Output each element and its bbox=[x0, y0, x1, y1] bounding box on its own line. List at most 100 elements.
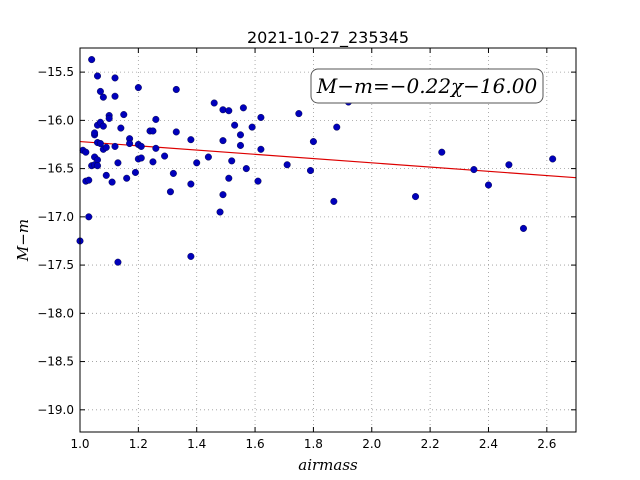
data-point bbox=[149, 158, 157, 166]
y-tick-label: −19.0 bbox=[37, 403, 74, 417]
data-point bbox=[306, 167, 314, 175]
y-tick-label: −16.5 bbox=[37, 162, 74, 176]
x-tick-label: 2.4 bbox=[479, 437, 498, 451]
data-point bbox=[254, 177, 262, 185]
grid-lines bbox=[79, 48, 576, 432]
data-point bbox=[102, 143, 110, 151]
data-point bbox=[152, 115, 160, 123]
data-point bbox=[111, 74, 119, 82]
data-point bbox=[236, 141, 244, 149]
data-point bbox=[505, 161, 513, 169]
data-point bbox=[91, 129, 99, 137]
data-point bbox=[161, 152, 169, 160]
data-point bbox=[225, 174, 233, 182]
data-point bbox=[99, 93, 107, 101]
data-point bbox=[210, 99, 218, 107]
data-point bbox=[549, 155, 557, 163]
axis-ticks: 1.0 1.2 1.4 1.6 1.8 2.0 2.2 2.4 2.6 −15.5 −16.0 −16… bbox=[37, 48, 576, 451]
x-tick-label: 2.2 bbox=[421, 437, 440, 451]
data-point bbox=[149, 127, 157, 135]
data-point bbox=[85, 176, 93, 184]
data-point bbox=[484, 181, 492, 189]
x-tick-label: 1.6 bbox=[246, 437, 265, 451]
data-point bbox=[204, 153, 212, 161]
data-point bbox=[257, 113, 265, 121]
fit-equation: M−m=−0.22χ−16.00 bbox=[316, 74, 538, 98]
data-point bbox=[169, 169, 177, 177]
data-point bbox=[519, 224, 527, 232]
chart-title: 2021-10-27_235345 bbox=[247, 28, 409, 48]
data-point bbox=[94, 72, 102, 80]
data-point bbox=[82, 148, 90, 156]
data-point bbox=[219, 137, 227, 145]
data-point bbox=[228, 157, 236, 165]
data-point bbox=[333, 123, 341, 131]
equation-box-frame bbox=[310, 68, 544, 104]
data-point bbox=[102, 171, 110, 179]
data-point bbox=[108, 178, 116, 186]
data-point bbox=[166, 188, 174, 196]
plot-frame bbox=[79, 47, 577, 433]
data-point bbox=[120, 111, 128, 119]
data-point bbox=[193, 159, 201, 167]
x-tick-label: 1.8 bbox=[304, 437, 323, 451]
data-point bbox=[96, 140, 104, 148]
x-tick-label: 1.4 bbox=[187, 437, 206, 451]
data-point bbox=[438, 148, 446, 156]
x-tick-label: 2.6 bbox=[537, 437, 556, 451]
y-tick-label: −16.0 bbox=[37, 113, 74, 127]
data-point bbox=[134, 84, 142, 92]
y-tick-label: −18.0 bbox=[37, 306, 74, 320]
data-point bbox=[187, 252, 195, 260]
data-point bbox=[137, 142, 145, 150]
data-point bbox=[295, 110, 303, 118]
data-point bbox=[187, 180, 195, 188]
data-point bbox=[99, 122, 107, 130]
data-point bbox=[283, 161, 291, 169]
y-tick-label: −18.5 bbox=[37, 355, 74, 369]
data-point bbox=[114, 258, 122, 266]
data-point bbox=[172, 128, 180, 136]
data-point bbox=[85, 213, 93, 221]
y-tick-label: −17.0 bbox=[37, 210, 74, 224]
y-axis-label: M−m bbox=[14, 219, 32, 262]
data-point bbox=[239, 104, 247, 112]
data-point bbox=[126, 140, 134, 148]
data-point bbox=[117, 124, 125, 132]
data-point bbox=[225, 107, 233, 115]
data-point bbox=[309, 138, 317, 146]
fit-line bbox=[79, 140, 577, 179]
data-point bbox=[412, 193, 420, 201]
fit-line-group bbox=[79, 140, 577, 179]
data-point bbox=[172, 85, 180, 93]
data-point bbox=[216, 208, 224, 216]
y-tick-label: −17.5 bbox=[37, 258, 74, 272]
data-point bbox=[236, 131, 244, 139]
equation-box: M−m=−0.22χ−16.00 bbox=[310, 68, 544, 104]
data-point bbox=[248, 123, 256, 131]
data-point bbox=[96, 87, 104, 95]
data-point bbox=[470, 166, 478, 174]
data-point bbox=[242, 165, 250, 173]
data-point bbox=[231, 121, 239, 129]
y-tick-label: −15.5 bbox=[37, 65, 74, 79]
data-point bbox=[105, 114, 113, 122]
data-point bbox=[330, 197, 338, 205]
x-axis-label: airmass bbox=[298, 456, 358, 474]
data-point bbox=[219, 191, 227, 199]
data-point bbox=[88, 56, 96, 64]
data-point bbox=[257, 145, 265, 153]
x-tick-label: 2.0 bbox=[362, 437, 381, 451]
data-point bbox=[219, 106, 227, 114]
data-point bbox=[137, 154, 145, 162]
data-point bbox=[111, 142, 119, 150]
data-points bbox=[76, 56, 557, 266]
data-point bbox=[131, 168, 139, 176]
data-point bbox=[94, 162, 102, 170]
data-point bbox=[111, 92, 119, 100]
data-point bbox=[114, 159, 122, 167]
x-tick-label: 1.2 bbox=[129, 437, 148, 451]
data-point bbox=[187, 136, 195, 144]
data-point bbox=[123, 174, 131, 182]
